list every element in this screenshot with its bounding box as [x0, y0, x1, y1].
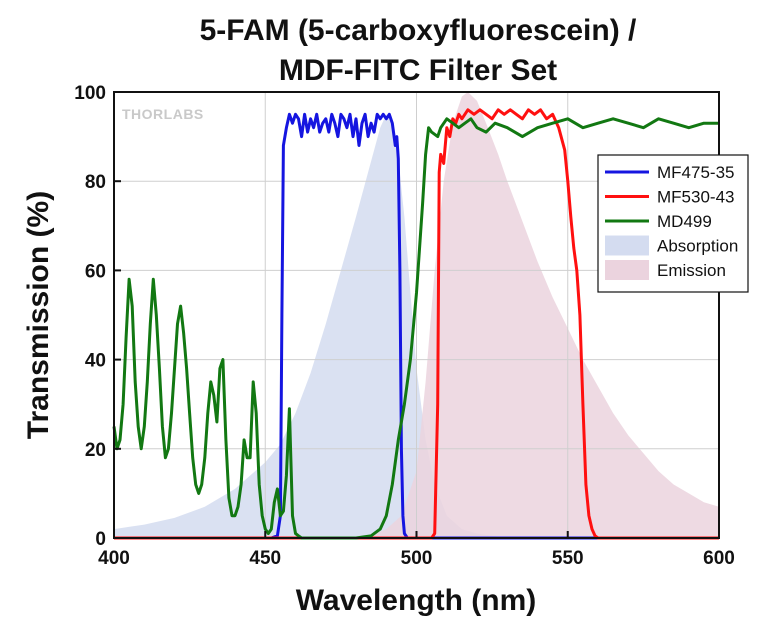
y-tick-label-100: 100 [74, 83, 106, 104]
legend-swatch-absorption [605, 235, 649, 256]
y-tick-label-80: 80 [85, 172, 106, 193]
x-tick-label-450: 450 [249, 548, 281, 569]
x-tick-label-550: 550 [552, 548, 584, 569]
y-axis-label: Transmission (%) [22, 191, 55, 439]
y-tick-label-60: 60 [85, 261, 106, 282]
legend-label-emission: Emission [657, 261, 726, 280]
legend-label-absorption: Absorption [657, 237, 738, 256]
series-mf530-43-line [114, 108, 719, 540]
y-tick-label-0: 0 [95, 529, 106, 550]
x-tick-label-400: 400 [98, 548, 130, 569]
thorlabs-watermark: THORLABS [122, 106, 204, 122]
legend-label-mf475-35: MF475-35 [657, 163, 734, 182]
legend-label-mf530-43: MF530-43 [657, 188, 734, 207]
x-tick-label-600: 600 [703, 548, 735, 569]
line-series-layer [112, 108, 719, 540]
legend-label-md499: MD499 [657, 212, 712, 231]
x-axis-label: Wavelength (nm) [296, 584, 537, 617]
series-md499-line [112, 117, 719, 540]
series-mf475-35-line [270, 112, 719, 540]
chart-subtitle: MDF-FITC Filter Set [279, 54, 557, 87]
y-tick-label-40: 40 [85, 351, 106, 372]
legend: MF475-35 MF530-43 MD499 Absorption Emission [597, 154, 749, 293]
chart-title: 5-FAM (5-carboxyfluorescein) / [200, 14, 637, 47]
axis-ticks: 400 450 500 550 600 0 20 40 60 80 100 [74, 83, 735, 569]
y-tick-label-20: 20 [85, 440, 106, 461]
legend-swatch-emission [605, 260, 649, 280]
x-tick-label-500: 500 [401, 548, 433, 569]
